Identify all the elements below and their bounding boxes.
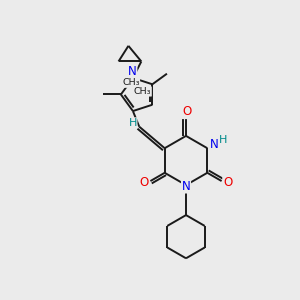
Text: O: O (140, 176, 149, 189)
Text: O: O (223, 176, 232, 189)
Text: O: O (182, 105, 191, 119)
Text: H: H (219, 135, 227, 145)
Text: N: N (128, 65, 137, 79)
Text: H: H (128, 118, 137, 128)
Text: CH₃: CH₃ (134, 87, 151, 96)
Text: N: N (182, 180, 190, 193)
Text: CH₃: CH₃ (122, 78, 140, 87)
Text: N: N (209, 137, 218, 151)
